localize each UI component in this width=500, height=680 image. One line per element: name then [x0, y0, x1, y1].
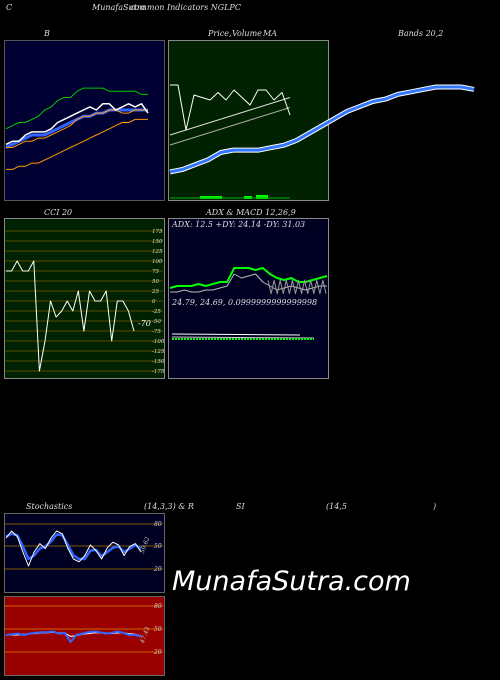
bollinger-line-4 [5, 108, 148, 149]
price-title: Price, [208, 29, 232, 38]
macd-line [171, 333, 301, 336]
ma-long-line [169, 85, 475, 174]
watermark: MunafaSutra.com [172, 566, 411, 597]
macd-values: 24.79, 24.69, 0.0999999999999998 [172, 298, 318, 307]
bb-title: B [44, 29, 50, 38]
adx-zigzag [267, 279, 327, 295]
rsi-tick-2: 20 [153, 649, 162, 656]
cci-tick-4: 75 [152, 269, 159, 275]
stoch-panel [4, 513, 165, 593]
cci-tick-12: -125 [152, 349, 165, 355]
rsi-params: (14,5 [326, 502, 347, 511]
cci-tick-5: 50 [152, 279, 159, 285]
stoch-k-line [5, 530, 142, 567]
ma-title: MA [263, 29, 277, 38]
stoch-title: Stochastics [26, 502, 73, 511]
cci-tick-0: 175 [152, 229, 163, 235]
cci-panel [4, 218, 165, 379]
cci-line [6, 260, 135, 372]
macd-signal-line [171, 336, 315, 339]
ma-line-2 [169, 107, 291, 146]
bollinger-panel [4, 40, 165, 201]
cci-current-label: -70 [138, 319, 151, 328]
rsi-line [5, 630, 142, 643]
header-left: C [6, 3, 13, 12]
header-subtitle: common Indicators NGLPC [130, 3, 241, 12]
adx-values: ADX: 12.5 +DY: 24.14 -DY: 31.03 [172, 220, 306, 229]
cci-tick-14: -175 [152, 369, 165, 375]
adx-macd-panel [168, 218, 329, 379]
volume-title: Volume [232, 29, 262, 38]
adx-macd-title: ADX & MACD 12,26,9 [206, 208, 296, 217]
adx-plus-line [169, 267, 328, 289]
bollinger-line-1 [5, 87, 148, 130]
cci-tick-7: 0 [152, 299, 156, 305]
cci-tick-10: -75 [152, 329, 161, 335]
cci-tick-6: 25 [151, 289, 159, 295]
stoch-current-label: 59.62 [139, 536, 152, 555]
ma-line-1 [169, 97, 291, 136]
cci-title: CCI 20 [44, 208, 73, 217]
bollinger-line-2 [6, 118, 148, 170]
stoch-tick-2: 20 [153, 566, 162, 573]
bollinger-line-0 [6, 109, 148, 148]
cci-tick-9: -50 [152, 319, 161, 325]
cci-tick-2: 125 [152, 249, 163, 255]
header-title: MunafaSutra [92, 3, 146, 12]
stoch-params: (14,3,3) & R [144, 502, 194, 511]
volume-bar-2 [256, 195, 268, 199]
bands-title: Bands 20,2 [398, 29, 444, 38]
stoch-tick-0: 80 [154, 521, 162, 528]
ma-long-outline [169, 84, 475, 175]
cci-tick-13: -150 [152, 359, 165, 365]
si-title: SI [236, 502, 245, 511]
price-line [170, 84, 291, 131]
rsi-params-close: ) [433, 502, 437, 511]
rsi-tick-0: 80 [154, 603, 162, 610]
cci-tick-1: 150 [152, 239, 163, 245]
cci-tick-3: 100 [152, 259, 163, 265]
cci-tick-11: -100 [152, 339, 165, 345]
cci-tick-8: -25 [152, 309, 161, 315]
bollinger-line-3 [5, 103, 149, 146]
rsi-tick-1: 50 [154, 626, 162, 633]
stoch-d-line [5, 532, 142, 561]
stoch-tick-1: 50 [154, 543, 162, 550]
